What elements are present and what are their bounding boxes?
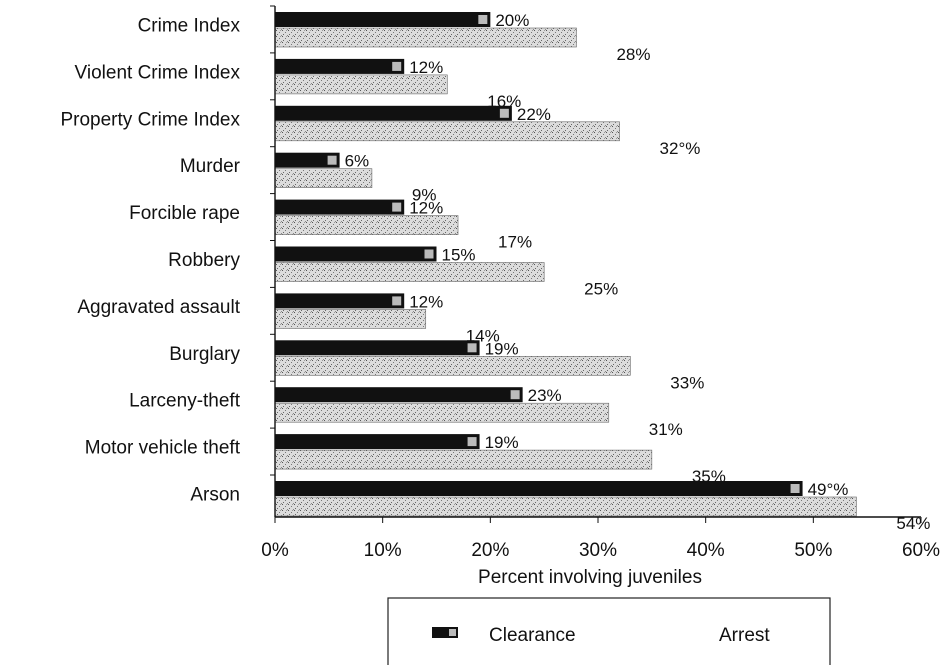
category-label: Forcible rape [129,203,240,224]
data-label-arrest: 35% [692,467,726,486]
data-label-arrest: 14% [466,326,500,345]
category-label: Crime Index [138,16,241,37]
bar-arrest [274,168,373,188]
legend-label-clearance: Clearance [489,625,576,646]
bar-clearance-marker [392,202,402,212]
bar-clearance-marker [510,390,520,400]
data-label-arrest: 25% [584,280,618,299]
x-axis-title: Percent involving juveniles [478,567,702,588]
category-label: Larceny-theft [129,391,241,412]
x-tick-label: 30% [579,540,617,561]
bar-clearance [275,58,405,74]
legend-label-arrest: Arrest [719,625,770,646]
data-label-clearance: 12% [409,199,443,218]
bar-arrest [274,262,545,282]
bar-clearance-marker [424,249,434,259]
category-label: Burglary [169,344,240,365]
x-tick-label: 60% [902,540,940,561]
bar-clearance-marker [392,296,402,306]
category-label: Aggravated assault [77,297,240,318]
bar-clearance-marker [467,343,477,353]
data-label-clearance: 15% [442,246,476,265]
data-label-arrest: 31% [649,420,683,439]
bar-clearance-marker [327,155,337,165]
data-label-arrest: 33% [670,373,704,392]
bar-arrest [274,449,653,470]
category-label: Murder [180,156,241,177]
category-label: Motor vehicle theft [85,438,241,459]
bar-arrest [274,121,620,142]
bar-clearance [275,152,340,168]
bar-clearance-marker [790,484,800,493]
category-label: Robbery [168,250,240,271]
bar-clearance [275,12,491,27]
bar-clearance [275,340,480,356]
x-tick-label: 40% [687,540,725,561]
x-tick-label: 0% [261,540,289,561]
x-tick-label: 50% [794,540,832,561]
bar-arrest [274,309,427,329]
data-label-arrest: 28% [616,45,650,64]
bar-arrest [274,74,448,95]
category-label: Property Crime Index [60,109,240,130]
legend-swatch-clearance [432,627,458,638]
category-labels: Crime Index Violent Crime Index Property C… [60,16,240,506]
data-label-arrest: 9% [412,186,437,205]
data-label-clearance: 12% [409,292,443,311]
bar-clearance-marker [467,437,477,447]
legend-swatch-clearance-marker [449,629,456,636]
x-tick-label: 10% [364,540,402,561]
bar-clearance [275,293,405,309]
bar-clearance [275,199,405,215]
data-labels: 20%28%12%16%22%32°%6%9%12%17%15%25%12%14… [345,11,931,533]
data-label-arrest: 54% [896,514,930,533]
bar-arrest [274,27,577,48]
category-label: Arson [190,485,240,506]
bar-clearance-marker [478,15,488,24]
x-axis: 0% 10% 20% 30% 40% 50% 60% Percent involving ju… [261,5,940,588]
data-label-clearance: 22% [517,105,551,124]
x-tick-label: 20% [471,540,509,561]
data-label-clearance: 20% [495,11,529,30]
bar-arrest [274,355,631,376]
bars-group [274,12,857,517]
data-label-clearance: 23% [528,386,562,405]
bar-clearance-marker [499,108,509,118]
data-label-clearance: 6% [345,152,370,171]
data-label-clearance: 12% [409,58,443,77]
bar-arrest [274,496,857,517]
bar-arrest [274,215,459,235]
data-label-arrest: 17% [498,233,532,252]
bar-clearance [275,387,523,403]
data-label-arrest: 16% [487,92,521,111]
legend: Clearance Arrest [387,597,831,665]
category-label: Violent Crime Index [75,62,241,83]
bar-clearance [275,481,803,496]
data-label-clearance: 19% [485,339,519,358]
bar-clearance [275,105,512,121]
bar-clearance-marker [392,61,402,71]
bar-clearance [275,246,437,262]
bar-clearance [275,434,480,450]
data-label-clearance: 49°% [808,480,849,499]
data-label-arrest: 32°% [660,139,701,158]
bar-arrest [274,402,610,423]
legend-box [387,597,831,665]
data-label-clearance: 19% [485,433,519,452]
